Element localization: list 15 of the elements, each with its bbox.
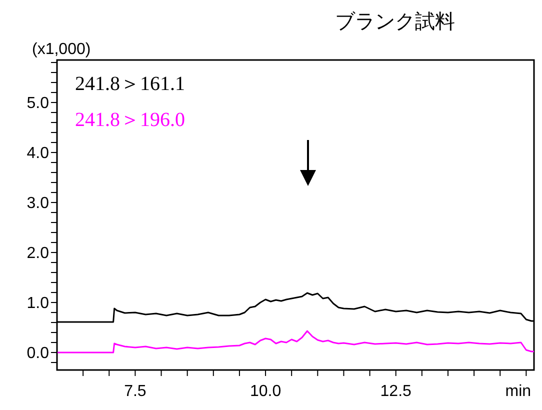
y-tick-label: 4.0 (26, 145, 50, 162)
y-tick-label: 5.0 (26, 95, 50, 112)
text: 241.8＞161.1 (75, 73, 185, 95)
x-tick-label: 10.0 (250, 383, 282, 400)
x-tick-label: 7.5 (124, 383, 146, 400)
x-tick-label: min (505, 383, 532, 400)
line-series (57, 330, 534, 354)
y-tick-label: 2.0 (26, 245, 50, 262)
chart-title: ブランク試料 (335, 9, 455, 33)
text: 241.8＞196.0 (75, 109, 185, 131)
y-tick-label: 3.0 (26, 195, 50, 212)
y-axis-title: (x1,000) (32, 41, 91, 58)
y-tick-label: 1.0 (26, 295, 50, 312)
x-tick-label: 12.5 (380, 383, 412, 400)
y-tick-label: 0.0 (26, 345, 50, 362)
